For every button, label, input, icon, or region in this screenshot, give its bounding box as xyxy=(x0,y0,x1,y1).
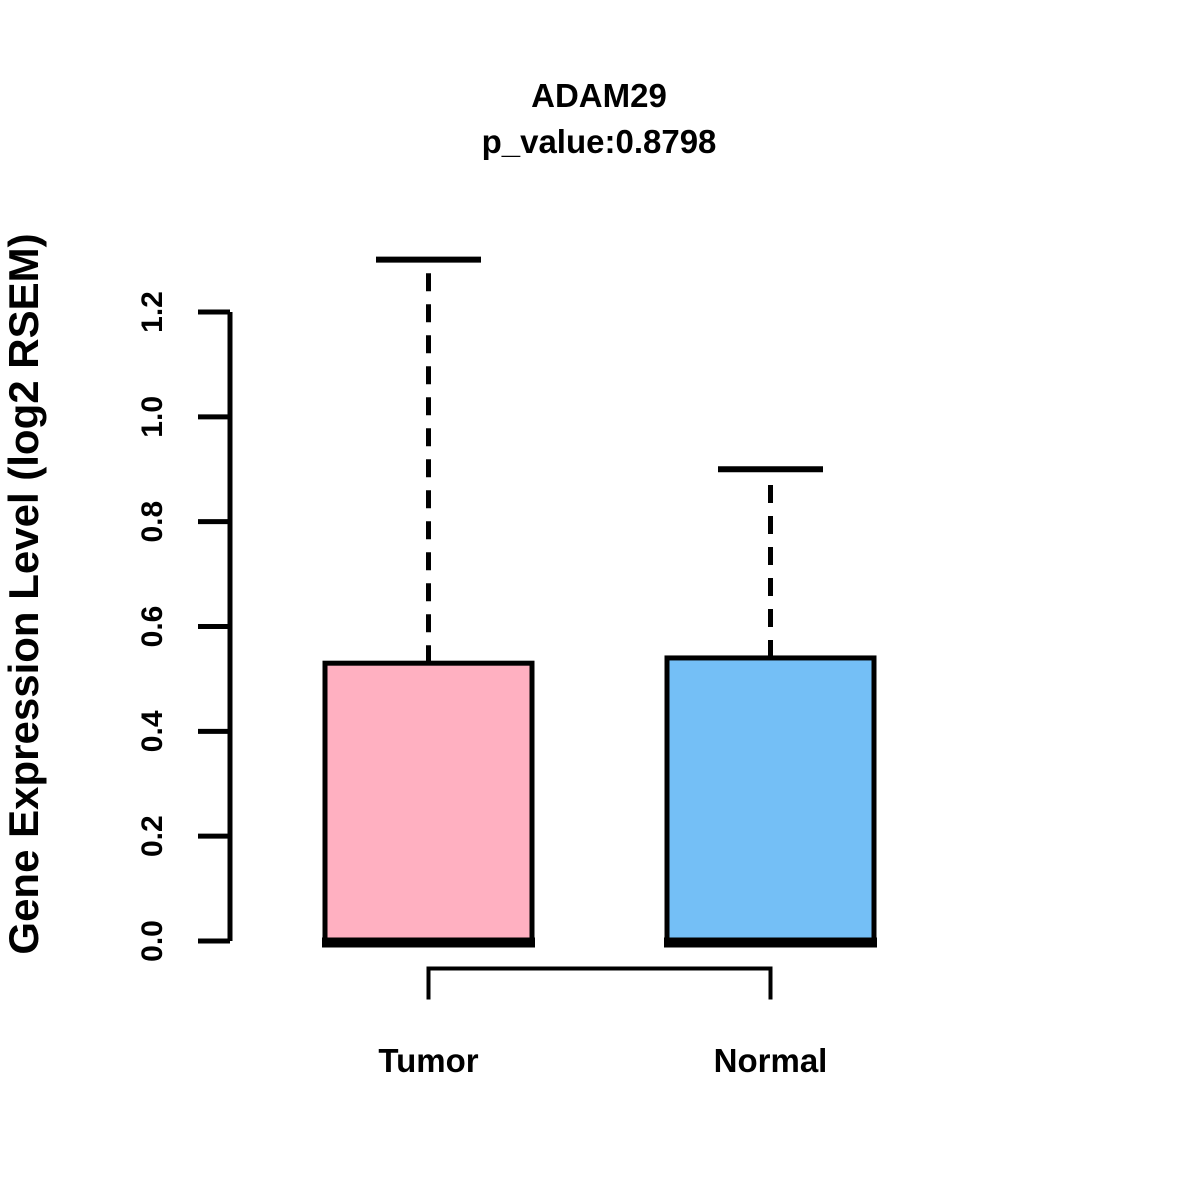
y-axis-label: Gene Expression Level (log2 RSEM) xyxy=(0,233,47,954)
y-tick-label-0.6: 0.6 xyxy=(136,606,169,648)
x-label-tumor: Tumor xyxy=(378,1042,478,1079)
comparison-bracket xyxy=(426,966,773,1000)
y-tick-label-0.8: 0.8 xyxy=(136,501,169,543)
chart-subtitle: p_value:0.8798 xyxy=(482,123,717,160)
y-axis: 0.0 0.2 0.4 0.6 0.8 1.0 1.2 xyxy=(136,291,233,962)
x-label-normal: Normal xyxy=(714,1042,828,1079)
y-tick-label-0.2: 0.2 xyxy=(136,815,169,857)
normal-box xyxy=(664,655,877,944)
y-tick-label-0.4: 0.4 xyxy=(136,710,169,752)
y-tick-label-0.0: 0.0 xyxy=(136,920,169,962)
chart-title: ADAM29 xyxy=(531,77,667,114)
bracket-path xyxy=(426,966,773,1000)
x-axis-labels: Tumor Normal xyxy=(378,1042,827,1079)
tumor-box xyxy=(322,660,535,944)
box-group xyxy=(322,256,877,948)
y-tick-label-1.2: 1.2 xyxy=(136,291,169,333)
y-tick-label-1.0: 1.0 xyxy=(136,396,169,438)
